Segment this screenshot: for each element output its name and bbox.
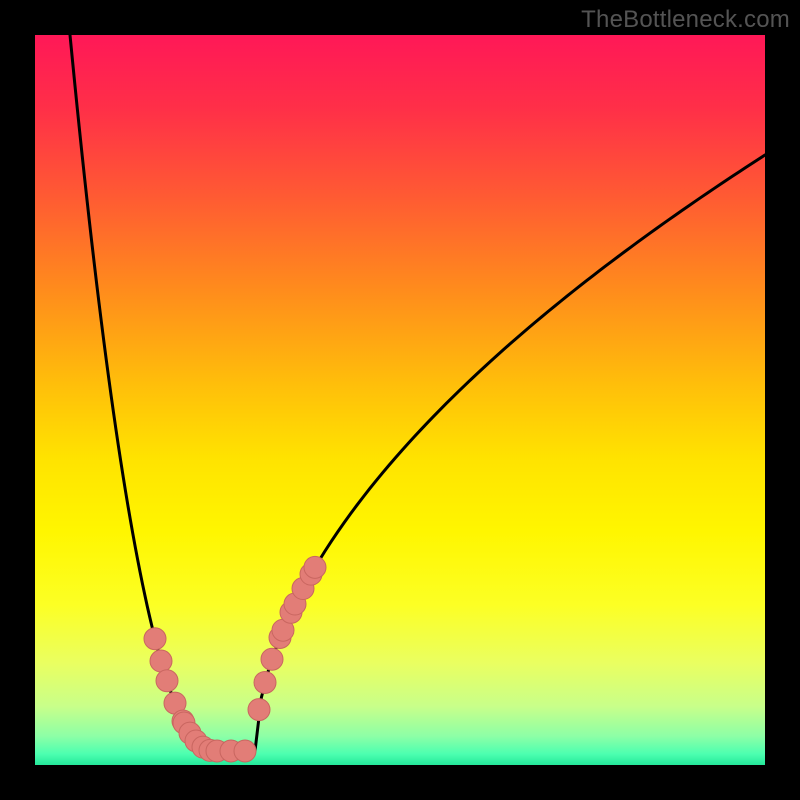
- data-point: [248, 699, 270, 721]
- data-point: [156, 670, 178, 692]
- data-point: [304, 556, 326, 578]
- data-point: [254, 671, 276, 693]
- plot-area: [35, 35, 765, 765]
- data-point: [150, 650, 172, 672]
- bottleneck-curve: [70, 35, 765, 751]
- chart-root: TheBottleneck.com: [0, 0, 800, 800]
- watermark-text: TheBottleneck.com: [581, 6, 790, 34]
- data-point: [144, 628, 166, 650]
- data-point: [234, 740, 256, 762]
- data-point: [261, 648, 283, 670]
- curve-layer: [35, 35, 765, 765]
